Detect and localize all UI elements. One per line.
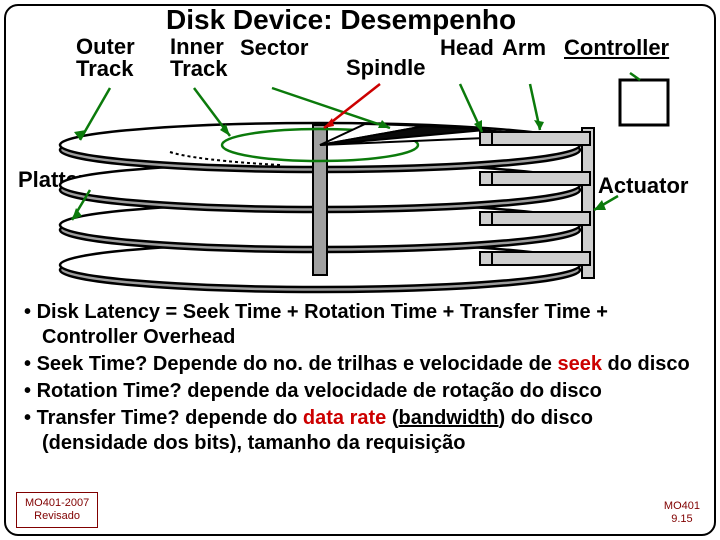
- controller-box: [620, 80, 668, 125]
- label-arm: Arm: [502, 36, 546, 60]
- bullet-4: Transfer Time? depende do data rate (ban…: [24, 406, 696, 456]
- fr2: 9.15: [671, 513, 692, 525]
- fl2: Revisado: [34, 510, 80, 522]
- label-outer-track-2: Outer Track: [76, 36, 135, 80]
- footer-left: MO401-2007 Revisado: [16, 492, 98, 528]
- t4: Track: [170, 56, 228, 81]
- fl1: MO401-2007: [25, 497, 89, 509]
- label-head: Head: [440, 36, 494, 60]
- slide-title: Disk Device: Desempenho: [166, 4, 516, 36]
- disk-diagram: [20, 70, 700, 300]
- label-inner-track-2: Inner Track: [170, 36, 228, 80]
- bullet-list: Disk Latency = Seek Time + Rotation Time…: [24, 300, 696, 458]
- spindle: [313, 125, 327, 275]
- bullet-2: Seek Time? Depende do no. de trilhas e v…: [24, 352, 696, 377]
- label-controller: Controller: [564, 36, 669, 60]
- t2: Track: [76, 56, 134, 81]
- bullet-3: Rotation Time? depende da velocidade de …: [24, 379, 696, 404]
- label-sector: Sector: [240, 36, 308, 60]
- fr1: MO401: [664, 500, 700, 512]
- bullet-1: Disk Latency = Seek Time + Rotation Time…: [24, 300, 696, 350]
- footer-right: MO401 9.15: [664, 500, 700, 526]
